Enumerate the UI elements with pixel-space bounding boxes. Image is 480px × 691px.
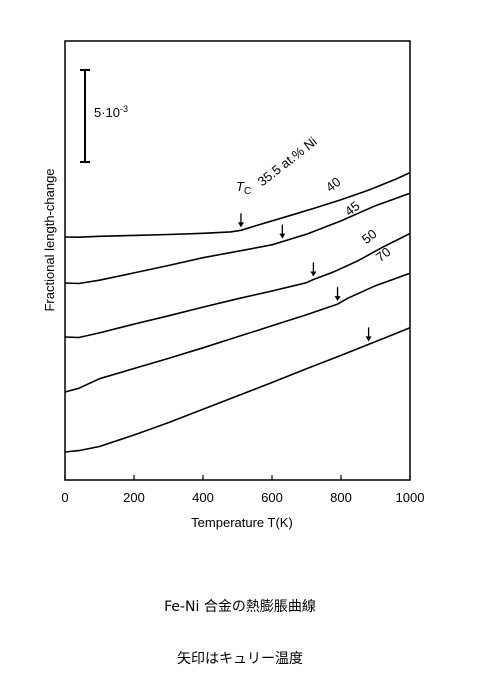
- series-line: [64, 327, 411, 453]
- caption-title: Fe-Ni 合金の熱膨脹曲線: [164, 598, 316, 615]
- x-tick-label: 0: [61, 490, 68, 505]
- curie-arrow-head: [279, 233, 286, 239]
- series-label: 45: [342, 198, 363, 219]
- data-series: [64, 171, 411, 453]
- x-tick-label: 400: [192, 490, 214, 505]
- x-axis-label: Temperature T(K): [191, 515, 293, 530]
- series-line: [64, 171, 411, 238]
- curie-arrows: [237, 213, 372, 342]
- series-label: 40: [323, 174, 344, 195]
- tc-label: TC: [236, 179, 251, 197]
- y-axis-label: Fractional length-change: [42, 168, 57, 311]
- scale-bar: 5·10-3: [80, 69, 128, 163]
- series-label: 70: [373, 244, 394, 265]
- caption-note: 矢印はキュリー温度: [177, 651, 303, 667]
- curie-arrow-head: [334, 296, 341, 302]
- x-tick-label: 600: [261, 490, 283, 505]
- x-axis-ticks: 0 200 400 600 800 1000: [61, 475, 424, 505]
- series-label: 50: [359, 226, 380, 247]
- curie-arrow-head: [365, 336, 372, 342]
- x-tick-label: 1000: [396, 490, 425, 505]
- curie-arrow-head: [310, 271, 317, 277]
- series-line: [64, 232, 411, 339]
- curie-arrow-head: [237, 222, 244, 228]
- plot-frame: [64, 40, 411, 481]
- x-tick-label: 200: [123, 490, 145, 505]
- x-tick-label: 800: [330, 490, 352, 505]
- scale-bar-label: 5·10-3: [94, 104, 128, 120]
- series-line: [64, 192, 411, 285]
- series-label: 35.5 at.% Ni: [255, 134, 320, 189]
- series-line: [64, 272, 411, 393]
